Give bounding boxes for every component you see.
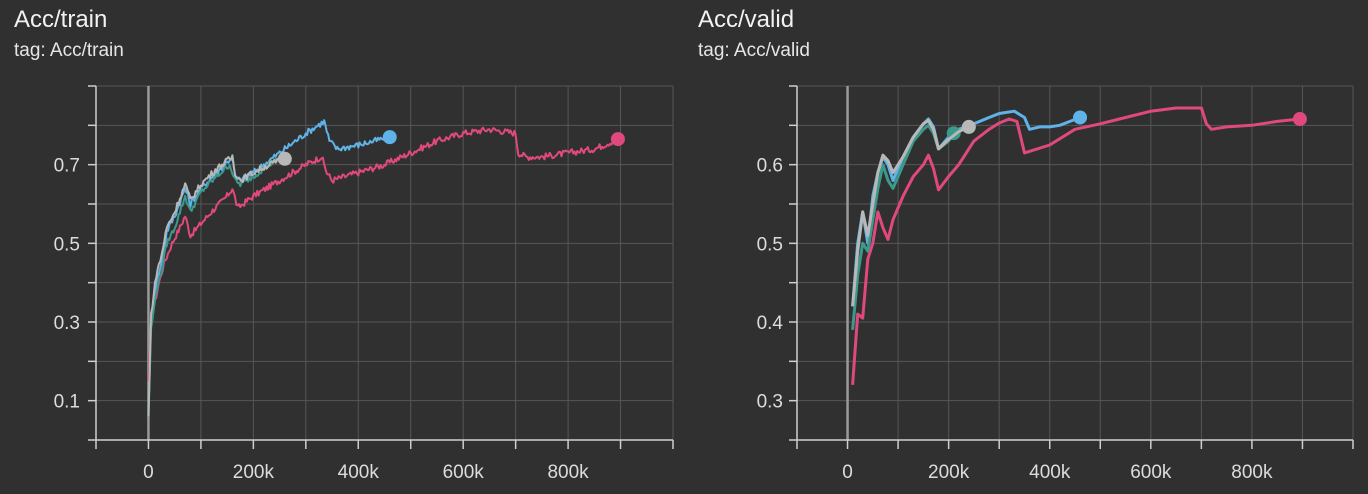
series-end-marker [961,119,976,134]
chart-valid-plot: 0.3 0.4 0.5 0.6 0 200k 400k 600k 800k [757,85,1354,483]
series-end-marker [610,132,625,147]
y-tick-label: 0.5 [54,234,80,255]
x-tick-label: 600k [443,462,485,483]
series-end-marker [382,130,397,145]
chart-panel-valid: Acc/valid tag: Acc/valid 0.3 0.4 0.5 0.6 0 20… [684,0,1368,494]
x-tick-label: 600k [1130,462,1172,483]
y-tick-label: 0.5 [757,234,783,255]
chart-subtitle: tag: Acc/valid [698,40,810,61]
chart-panel-train: Acc/train tag: Acc/train 0.1 0.3 0.5 0.7 0 20… [14,6,674,483]
x-tick-label: 0 [143,462,154,483]
grid [88,85,674,449]
grid [789,85,1354,449]
chart-title: Acc/train [14,6,108,33]
y-tick-label: 0.1 [54,392,80,413]
y-tick-label: 0.6 [757,156,783,177]
chart-subtitle: tag: Acc/train [14,40,124,61]
x-tick-label: 200k [928,462,970,483]
series-line [147,126,619,382]
chart-title: Acc/valid [698,6,795,33]
x-tick-label: 0 [842,462,853,483]
series-end-marker [277,151,292,166]
series-line [147,157,281,417]
series-end-marker [1073,110,1088,125]
series-line [851,109,1081,307]
x-tick-label: 400k [1029,462,1071,483]
y-tick-label: 0.7 [54,156,80,177]
x-tick-label: 400k [338,462,380,483]
chart-train-plot: 0.1 0.3 0.5 0.7 0 200k 400k 600k 800k [54,85,674,483]
series-line [851,119,970,307]
series-end-marker [1292,112,1307,127]
y-tick-label: 0.3 [54,313,80,334]
series-line [851,106,1301,386]
x-tick-label: 800k [1231,462,1273,483]
y-tick-label: 0.3 [757,392,783,413]
series-line [147,155,286,417]
x-tick-label: 200k [233,462,275,483]
series-line [147,119,391,409]
x-tick-label: 800k [547,462,589,483]
y-tick-label: 0.4 [757,313,784,334]
